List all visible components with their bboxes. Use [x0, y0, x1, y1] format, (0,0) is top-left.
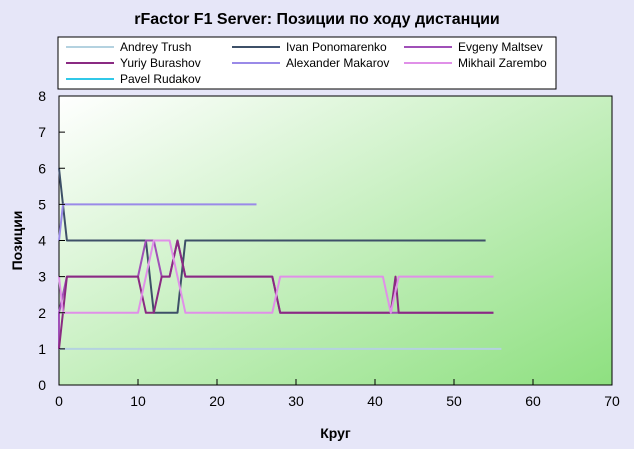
axes-layer: 0 10 20 30 40 50 60 70 0 1 2 3 4 5 6 7 8: [38, 88, 620, 409]
x-tick-label: 10: [130, 393, 146, 409]
chart-title: rFactor F1 Server: Позиции по ходу диста…: [134, 11, 500, 28]
y-tick-label: 1: [38, 341, 46, 357]
y-tick-label: 6: [38, 160, 46, 176]
y-tick-label: 2: [38, 305, 46, 321]
legend: Andrey Trush Ivan Ponomarenko Evgeny Malts…: [57, 36, 557, 90]
legend-entry: Ivan Ponomarenko: [286, 40, 387, 54]
y-tick-label: 7: [38, 124, 46, 140]
x-tick-label: 50: [446, 393, 462, 409]
series-line-5: [58, 239, 494, 314]
y-axis-label: Позиции: [9, 211, 25, 271]
series-line-3: [58, 239, 494, 350]
y-tick-label: 3: [38, 269, 46, 285]
y-tick-label: 0: [38, 377, 46, 393]
x-tick-label: 70: [604, 393, 620, 409]
legend-entry: Andrey Trush: [120, 40, 191, 54]
legend-entry: Evgeny Maltsev: [458, 40, 543, 54]
x-tick-label: 0: [55, 393, 63, 409]
legend-entry: Alexander Makarov: [286, 56, 389, 70]
x-tick-label: 20: [209, 393, 225, 409]
legend-entry: Mikhail Zarembo: [458, 56, 547, 70]
legend-entry: Pavel Rudakov: [120, 72, 201, 86]
y-tick-label: 5: [38, 196, 46, 212]
legend-box: [57, 36, 557, 90]
x-tick-label: 60: [525, 393, 541, 409]
legend-entry: Yuriy Burashov: [120, 56, 201, 70]
x-axis-label: Круг: [320, 425, 351, 441]
x-tick-label: 30: [288, 393, 304, 409]
y-tick-label: 8: [38, 88, 46, 104]
y-tick-label: 4: [38, 233, 46, 249]
x-tick-label: 40: [367, 393, 383, 409]
